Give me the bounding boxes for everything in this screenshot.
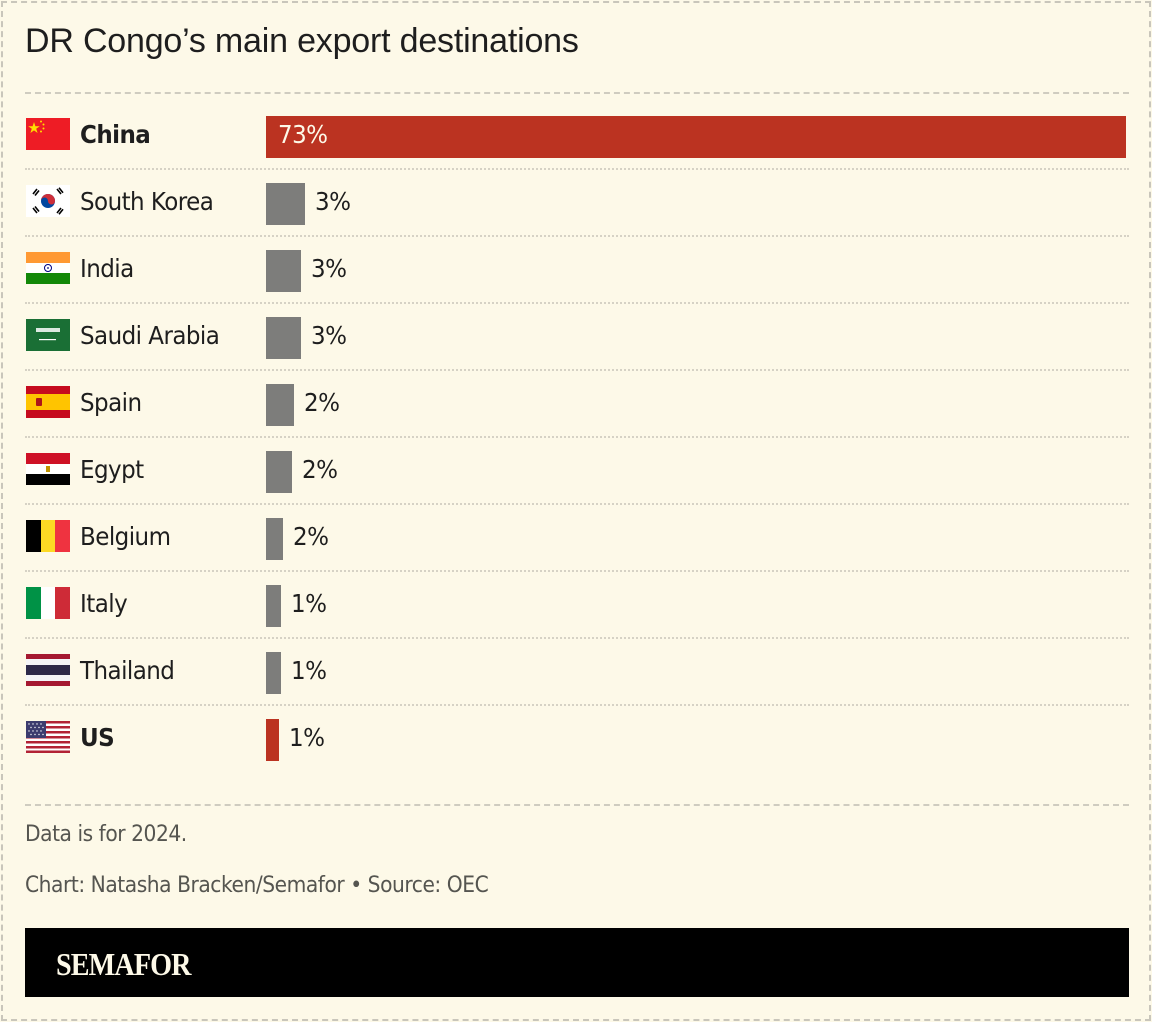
value-label: 1% (291, 589, 327, 618)
source-credit: Chart: Natasha Bracken/Semafor • Source:… (25, 873, 489, 898)
bar (266, 317, 301, 359)
thailand-flag-icon (26, 654, 70, 686)
country-label: South Korea (80, 187, 214, 216)
country-label: US (80, 723, 115, 752)
chart-row-thailand: Thailand 1% (25, 639, 1129, 706)
country-label: Belgium (80, 522, 171, 551)
semafor-logo: SEMAFOR (56, 946, 192, 982)
chart-row-china: China 73% (25, 103, 1129, 170)
bar-chart: China 73% South Korea 3% India 3% Saudi Arabia… (25, 103, 1129, 773)
south-korea-flag-icon (26, 185, 70, 217)
bar (266, 518, 283, 560)
value-label: 73% (278, 120, 328, 149)
brand-banner: SEMAFOR (25, 928, 1129, 997)
value-label: 1% (289, 723, 325, 752)
footer-divider (25, 804, 1129, 806)
bar (266, 116, 1126, 158)
chart-row-italy: Italy 1% (25, 572, 1129, 639)
bar (266, 384, 294, 426)
title-divider (25, 92, 1129, 94)
bar (266, 585, 281, 627)
value-label: 3% (311, 254, 347, 283)
value-label: 3% (311, 321, 347, 350)
value-label: 1% (291, 656, 327, 685)
country-label: Spain (80, 388, 142, 417)
country-label: China (80, 120, 151, 149)
belgium-flag-icon (26, 520, 70, 552)
country-label: Italy (80, 589, 128, 618)
bar (266, 250, 301, 292)
china-flag-icon (26, 118, 70, 150)
chart-row-india: India 3% (25, 237, 1129, 304)
italy-flag-icon (26, 587, 70, 619)
value-label: 2% (304, 388, 340, 417)
chart-row-us: US 1% (25, 706, 1129, 773)
spain-flag-icon (26, 386, 70, 418)
country-label: India (80, 254, 134, 283)
india-flag-icon (26, 252, 70, 284)
value-label: 3% (315, 187, 351, 216)
chart-row-saudi-arabia: Saudi Arabia 3% (25, 304, 1129, 371)
chart-row-spain: Spain 2% (25, 371, 1129, 438)
country-label: Saudi Arabia (80, 321, 220, 350)
chart-row-south-korea: South Korea 3% (25, 170, 1129, 237)
saudi-arabia-flag-icon (26, 319, 70, 351)
bar (266, 719, 279, 761)
chart-row-egypt: Egypt 2% (25, 438, 1129, 505)
us-flag-icon (26, 721, 70, 753)
bar (266, 451, 292, 493)
country-label: Thailand (80, 656, 175, 685)
data-note: Data is for 2024. (25, 822, 187, 847)
country-label: Egypt (80, 455, 144, 484)
bar (266, 652, 281, 694)
value-label: 2% (302, 455, 338, 484)
bar (266, 183, 305, 225)
chart-title: DR Congo’s main export destinations (25, 22, 579, 60)
egypt-flag-icon (26, 453, 70, 485)
chart-row-belgium: Belgium 2% (25, 505, 1129, 572)
value-label: 2% (293, 522, 329, 551)
